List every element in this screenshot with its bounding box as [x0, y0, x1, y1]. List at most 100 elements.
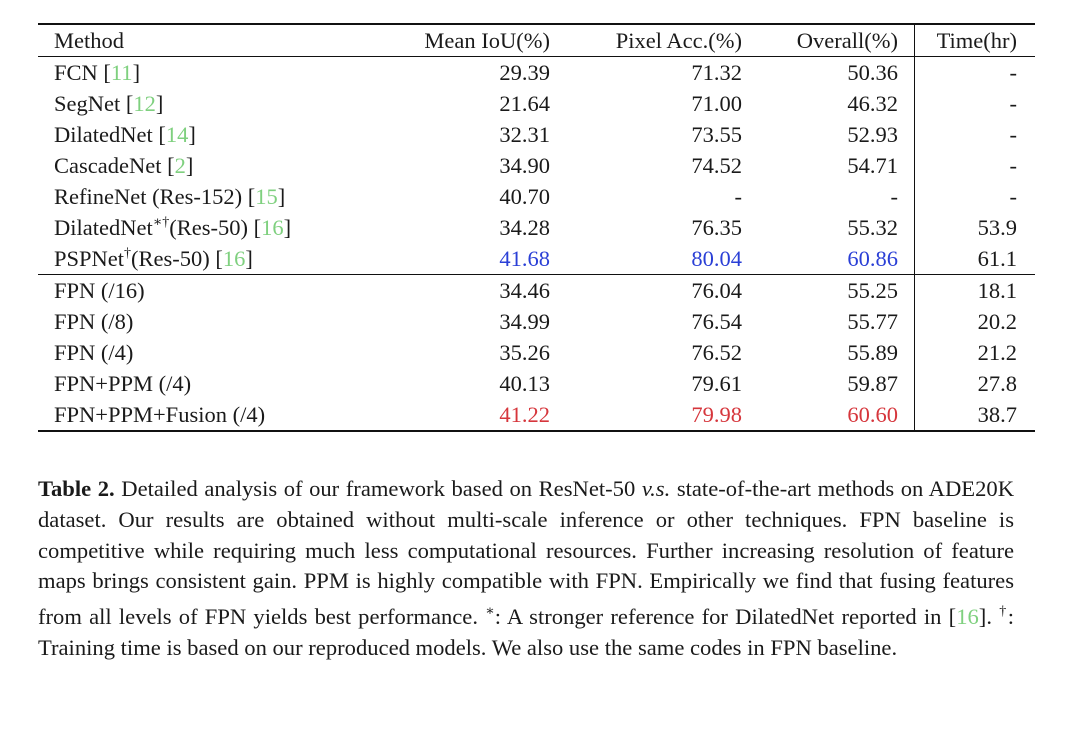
footnote-mark: † — [124, 245, 132, 261]
pixel-acc-cell: 76.54 — [691, 308, 742, 334]
time-cell: - — [914, 56, 1035, 88]
overall-cell: 55.25 — [742, 274, 915, 306]
miou-cell: 34.90 — [499, 152, 550, 178]
pixel-acc-cell: 71.32 — [691, 59, 742, 85]
miou-cell: 40.70 — [499, 183, 550, 209]
footnote-mark: † — [999, 604, 1008, 620]
header-method: Method — [54, 27, 124, 53]
method-cell: FPN (/8) — [54, 308, 134, 334]
table-row: CascadeNet [2] 34.90 74.52 54.71 - — [38, 150, 1035, 181]
caption-text: : A stronger reference for DilatedNet re… — [494, 604, 957, 630]
time-cell: - — [914, 119, 1035, 150]
table-row: PSPNet†(Res-50) [16] 41.68 80.04 60.86 6… — [38, 243, 1035, 275]
citation-link[interactable]: 16 — [956, 604, 979, 630]
ours-methods-group: FPN (/16) 34.46 76.04 55.25 18.1 FPN (/8… — [38, 274, 1035, 432]
citation-link[interactable]: 15 — [255, 183, 278, 209]
time-cell: 27.8 — [914, 368, 1035, 399]
table-row: DilatedNet [14] 32.31 73.55 52.93 - — [38, 119, 1035, 150]
table-row: FPN+PPM (/4) 40.13 79.61 59.87 27.8 — [38, 368, 1035, 399]
citation-link[interactable]: 14 — [165, 121, 189, 147]
pixel-acc-cell: 76.04 — [550, 274, 742, 306]
citation-link[interactable]: 11 — [110, 59, 133, 85]
table-row: FPN (/8) 34.99 76.54 55.77 20.2 — [38, 306, 1035, 337]
overall-cell: - — [890, 183, 899, 209]
table-row: FCN [11] 29.39 71.32 50.36 - — [38, 56, 1035, 88]
miou-cell: 29.39 — [499, 59, 550, 85]
time-cell: 38.7 — [914, 399, 1035, 432]
method-cell: CascadeNet [2] — [54, 152, 194, 178]
caption-text: state-of-the-art methods on ADE20K datas… — [38, 476, 1015, 630]
caption-text: Detailed analysis of our framework based… — [114, 476, 642, 501]
table-row: RefineNet (Res-152) [15] 40.70 - - - — [38, 181, 1035, 212]
miou-cell: 21.64 — [499, 90, 550, 116]
miou-cell-ours: 41.22 — [354, 399, 550, 432]
table-row: SegNet [12] 21.64 71.00 46.32 - — [38, 88, 1035, 119]
overall-cell: 55.77 — [847, 308, 898, 334]
table-caption: Table 2. Detailed analysis of our framew… — [38, 474, 1014, 664]
method-cell: FCN [11] — [54, 59, 141, 85]
table-row: DilatedNet∗†(Res-50) [16] 34.28 76.35 55… — [38, 212, 1035, 243]
method-cell: RefineNet (Res-152) [15] — [54, 183, 286, 209]
miou-cell: 34.28 — [499, 214, 550, 240]
pixel-acc-cell-ours: 79.98 — [550, 399, 742, 432]
overall-cell: 55.89 — [847, 339, 898, 365]
miou-cell: 34.99 — [499, 308, 550, 334]
miou-cell: 35.26 — [499, 339, 550, 365]
caption-text: ]. — [978, 604, 992, 630]
pixel-acc-cell: 71.00 — [691, 90, 742, 116]
table-header-row: Method Mean IoU(%) Pixel Acc.(%) Overall… — [38, 24, 1035, 57]
time-cell: - — [914, 181, 1035, 212]
footnote-mark: ∗† — [152, 215, 170, 230]
caption-italic-vs: v.s. — [641, 476, 671, 501]
pixel-acc-cell: 73.55 — [691, 121, 742, 147]
citation-link[interactable]: 12 — [133, 90, 156, 116]
citation-link[interactable]: 16 — [222, 245, 246, 271]
baseline-methods-group: FCN [11] 29.39 71.32 50.36 - SegNet [12]… — [38, 56, 1035, 275]
citation-link[interactable]: 16 — [261, 215, 284, 240]
table-row: FPN (/4) 35.26 76.52 55.89 21.2 — [38, 337, 1035, 368]
method-cell: SegNet [12] — [54, 90, 164, 116]
header-mean-iou: Mean IoU(%) — [424, 27, 550, 53]
method-cell: DilatedNet∗†(Res-50) [16] — [54, 215, 292, 240]
overall-cell: 52.93 — [847, 121, 898, 147]
header-time: Time(hr) — [914, 24, 1035, 57]
pixel-acc-cell: 76.52 — [691, 339, 742, 365]
method-cell: DilatedNet [14] — [54, 121, 196, 147]
time-cell: - — [914, 88, 1035, 119]
overall-cell: 46.32 — [847, 90, 898, 116]
overall-cell-best: 60.86 — [847, 245, 898, 271]
overall-cell: 59.87 — [847, 370, 898, 396]
time-cell: - — [914, 150, 1035, 181]
miou-cell: 34.46 — [354, 274, 550, 306]
caption-label: Table 2. — [38, 476, 115, 501]
time-cell: 53.9 — [914, 212, 1035, 243]
miou-cell: 40.13 — [499, 370, 550, 396]
overall-cell-ours: 60.60 — [742, 399, 915, 432]
overall-cell: 54.71 — [847, 152, 898, 178]
time-cell: 61.1 — [914, 243, 1035, 275]
header-pixel-acc: Pixel Acc.(%) — [615, 27, 742, 53]
time-cell: 20.2 — [914, 306, 1035, 337]
method-cell: PSPNet†(Res-50) [16] — [54, 245, 253, 271]
pixel-acc-cell: - — [734, 183, 743, 209]
citation-link[interactable]: 2 — [174, 152, 186, 178]
miou-cell: 32.31 — [499, 121, 550, 147]
overall-cell: 55.32 — [847, 214, 898, 240]
overall-cell: 50.36 — [847, 59, 898, 85]
table-row: FPN (/16) 34.46 76.04 55.25 18.1 — [38, 274, 1035, 306]
method-cell: FPN (/4) — [54, 339, 134, 365]
pixel-acc-cell-best: 80.04 — [691, 245, 742, 271]
pixel-acc-cell: 79.61 — [691, 370, 742, 396]
results-table: Method Mean IoU(%) Pixel Acc.(%) Overall… — [38, 23, 1035, 432]
pixel-acc-cell: 76.35 — [691, 214, 742, 240]
time-cell: 18.1 — [914, 274, 1035, 306]
method-cell: FPN+PPM+Fusion (/4) — [38, 399, 354, 432]
method-cell: FPN (/16) — [38, 274, 354, 306]
header-overall: Overall(%) — [796, 27, 898, 53]
footnote-mark: ∗ — [485, 604, 495, 620]
pixel-acc-cell: 74.52 — [691, 152, 742, 178]
miou-cell-best: 41.68 — [499, 245, 550, 271]
table-row: FPN+PPM+Fusion (/4) 41.22 79.98 60.60 38… — [38, 399, 1035, 432]
caption-text: : Training time is based on our reproduc… — [38, 604, 1015, 660]
method-cell: FPN+PPM (/4) — [54, 370, 192, 396]
